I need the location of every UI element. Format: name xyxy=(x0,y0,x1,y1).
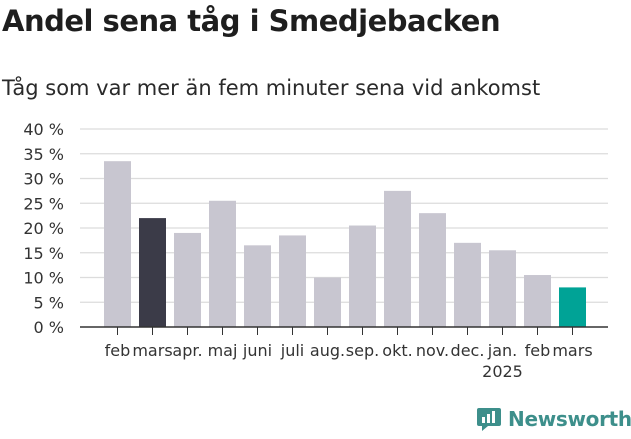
bar xyxy=(454,242,481,327)
x-tick-label: maj xyxy=(208,341,238,360)
bar xyxy=(559,287,586,327)
y-tick-label: 20 % xyxy=(23,219,64,238)
y-tick-label: 15 % xyxy=(23,244,64,263)
x-tick-label: mars xyxy=(132,341,172,360)
x-tick-label: okt. xyxy=(382,341,412,360)
bar xyxy=(104,161,131,327)
bar xyxy=(349,225,376,327)
x-tick-label: jan. xyxy=(487,341,517,360)
y-tick-label: 10 % xyxy=(23,269,64,288)
y-tick-label: 30 % xyxy=(23,170,64,189)
x-tick-label: mars xyxy=(552,341,592,360)
bar xyxy=(314,277,341,327)
bar xyxy=(174,232,201,327)
brand-name: Newsworthy xyxy=(508,407,631,431)
bar xyxy=(244,245,271,327)
x-year-label: 2025 xyxy=(482,362,523,381)
y-tick-label: 25 % xyxy=(23,194,64,213)
bar xyxy=(384,190,411,327)
bar-chart: 0 %5 %10 %15 %20 %25 %30 %35 %40 %feb mar… xyxy=(23,120,608,381)
newsworthy-icon xyxy=(477,408,501,431)
x-tick-label: juli xyxy=(280,341,304,360)
y-tick-label: 40 % xyxy=(23,120,64,139)
x-tick-label: nov. xyxy=(416,341,449,360)
bar xyxy=(489,250,516,327)
y-tick-label: 5 % xyxy=(34,293,64,312)
bar xyxy=(524,275,551,327)
x-tick-label: sep. xyxy=(346,341,379,360)
brand-logo: Newsworthy xyxy=(476,406,631,432)
bar xyxy=(279,235,306,327)
y-tick-label: 0 % xyxy=(34,318,64,337)
x-tick-label: juni xyxy=(242,341,272,360)
x-tick-label: feb xyxy=(105,341,131,360)
chart-title: Andel sena tåg i Smedjebacken xyxy=(2,4,501,38)
bar xyxy=(139,218,166,327)
chart-subtitle: Tåg som var mer än fem minuter sena vid … xyxy=(2,76,541,100)
x-tick-label: feb xyxy=(525,341,551,360)
y-tick-label: 35 % xyxy=(23,145,64,164)
bar xyxy=(209,200,236,327)
x-tick-label: aug. xyxy=(310,341,345,360)
bar xyxy=(419,213,446,327)
x-tick-label: apr. xyxy=(172,341,202,360)
x-tick-label: dec. xyxy=(451,341,485,360)
